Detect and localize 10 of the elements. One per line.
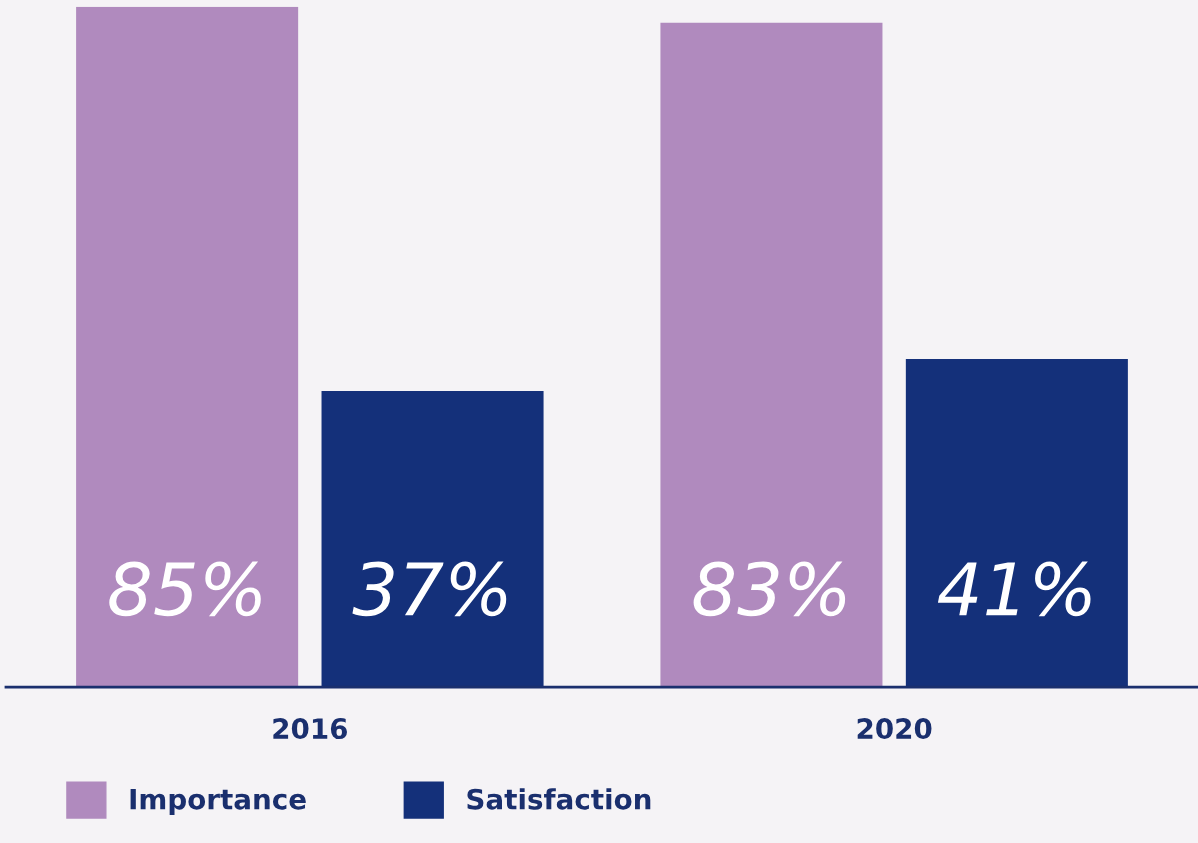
x-tick-label: 2016 <box>273 718 347 740</box>
bar <box>660 22 883 688</box>
data-label: 85% <box>109 561 261 617</box>
x-tick-label: 2020 <box>857 718 932 740</box>
legend-label: Importance <box>130 789 306 816</box>
data-label: 37% <box>352 561 507 617</box>
bar <box>76 6 299 688</box>
data-label: 83% <box>693 561 846 617</box>
legend-label: Satisfaction <box>467 788 651 810</box>
data-label: 41% <box>937 561 1091 617</box>
